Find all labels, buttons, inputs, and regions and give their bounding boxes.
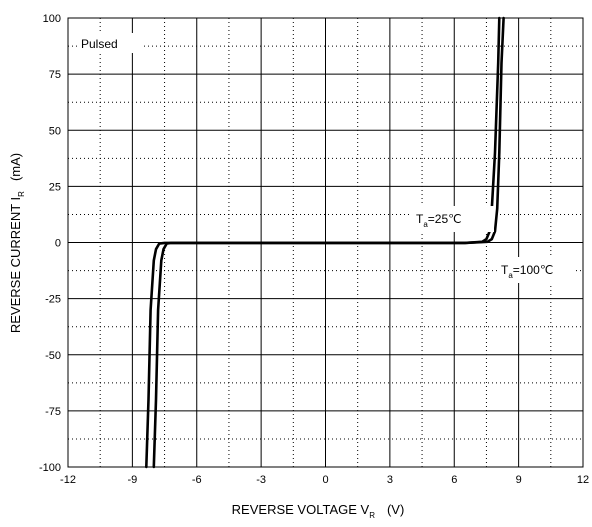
- y-tick-label: 100: [43, 13, 61, 25]
- y-tick-label: 50: [49, 125, 61, 137]
- x-tick-label: -3: [256, 474, 266, 486]
- x-tick-label: 3: [387, 474, 393, 486]
- y-tick-label: -25: [45, 294, 61, 306]
- x-tick-labels: -12 -9 -6 -3 0 3 6 9 12: [60, 474, 589, 486]
- x-tick-label: -12: [60, 474, 76, 486]
- series-line-ta-100: [145, 16, 505, 469]
- plot-frame: [67, 17, 584, 468]
- pulsed-label: Pulsed: [81, 37, 118, 51]
- pulsed-label-bg: [78, 33, 142, 53]
- y-tick-label: -100: [39, 462, 61, 474]
- series-lines: [145, 16, 505, 469]
- x-tick-label: 6: [451, 474, 457, 486]
- y-tick-label: 0: [55, 238, 61, 250]
- y-tick-label: -75: [45, 406, 61, 418]
- y-tick-labels: -100 -75 -50 -25 0 25 50 75 100: [39, 13, 61, 474]
- t25-label-bg: [412, 206, 494, 232]
- x-tick-label: 9: [516, 474, 522, 486]
- y-tick-label: 75: [49, 69, 61, 81]
- y-tick-label: -50: [45, 350, 61, 362]
- x-tick-label: 0: [322, 474, 328, 486]
- t100-label: Ta=100℃: [501, 263, 553, 280]
- x-tick-label: 12: [577, 474, 589, 486]
- t100-label-bg: [498, 257, 574, 283]
- x-axis-title: REVERSE VOLTAGE VR (V): [232, 502, 405, 520]
- t25-label: Ta=25℃: [416, 212, 462, 229]
- x-tick-label: -6: [192, 474, 202, 486]
- x-tick-label: -9: [127, 474, 137, 486]
- y-axis-title: REVERSE CURRENT IR(mA): [8, 153, 26, 333]
- y-tick-label: 25: [49, 181, 61, 193]
